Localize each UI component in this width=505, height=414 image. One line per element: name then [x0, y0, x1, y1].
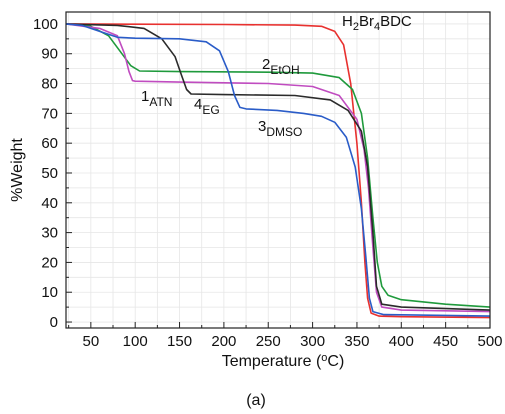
y-tick-label: 0: [50, 314, 58, 331]
figure-caption: (a): [246, 392, 266, 409]
y-tick-label: 70: [41, 105, 58, 122]
y-tick-label: 60: [41, 135, 58, 152]
x-axis-ticks: 50 100 150 200 250 300 350 400 450 500: [68, 322, 503, 350]
x-tick-label: 400: [389, 333, 414, 350]
x-tick-label: 100: [123, 333, 148, 350]
series-line-1: [65, 23, 491, 308]
x-tick-label: 250: [256, 333, 281, 350]
x-tick-label: 500: [477, 333, 502, 350]
y-axis-title: %Weight: [9, 138, 26, 202]
series-label-4-eg: 4EG: [194, 96, 220, 117]
series-line-0: [65, 23, 491, 319]
plot-frame: [65, 11, 491, 329]
y-tick-label: 40: [41, 195, 58, 212]
y-tick-label: 50: [41, 165, 58, 182]
x-tick-label: 350: [344, 333, 369, 350]
y-tick-label: 80: [41, 76, 58, 93]
series-label-2-etoh: 2EtOH: [262, 56, 300, 77]
y-tick-label: 90: [41, 46, 58, 63]
y-axis-ticks: 0 10 20 30 40 50 60 70 80 90 100: [33, 16, 72, 331]
x-tick-label: 200: [211, 333, 236, 350]
x-tick-label: 450: [433, 333, 458, 350]
y-tick-label: 10: [41, 284, 58, 301]
series-line-4: [65, 23, 491, 317]
series-label-h2br4bdc: H2Br4BDC: [342, 13, 412, 33]
x-tick-label: 300: [300, 333, 325, 350]
series-lines: [65, 23, 491, 319]
y-tick-label: 30: [41, 225, 58, 242]
x-tick-label: 150: [167, 333, 192, 350]
series-label-1-atn: 1ATN: [141, 88, 172, 109]
series-line-2: [65, 23, 491, 313]
x-tick-label: 50: [82, 333, 99, 350]
x-axis-title: Temperature (oC): [222, 352, 345, 370]
series-label-3-dmso: 3DMSO: [258, 118, 302, 139]
y-tick-label: 100: [33, 16, 58, 33]
grid-lines: [66, 12, 491, 328]
y-tick-label: 20: [41, 254, 58, 271]
